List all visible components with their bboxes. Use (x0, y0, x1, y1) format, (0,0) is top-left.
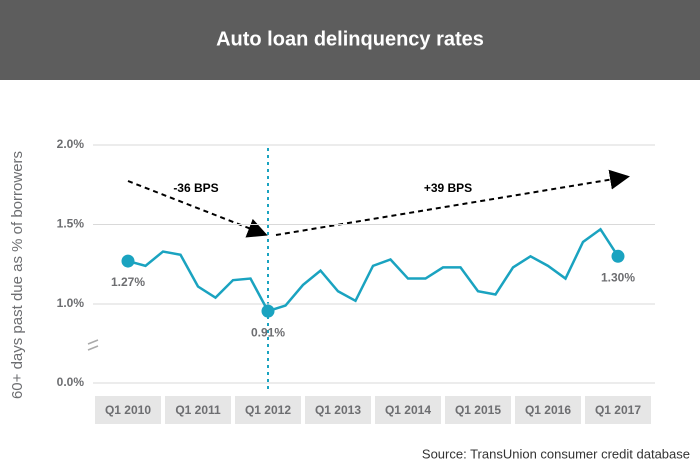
x-tick-label: Q1 2015 (455, 403, 501, 417)
chart-title: Auto loan delinquency rates (216, 28, 484, 50)
data-label: 0.91% (251, 325, 285, 339)
annotation: -36 BPS (173, 181, 218, 195)
x-tick-box (235, 396, 301, 424)
x-tick-box (585, 396, 651, 424)
x-tick-box (165, 396, 231, 424)
data-label: 1.27% (111, 275, 145, 289)
x-tick-box (95, 396, 161, 424)
x-tick-box (305, 396, 371, 424)
x-tick-box (515, 396, 581, 424)
x-tick-label: Q1 2012 (245, 403, 291, 417)
x-tick-box (445, 396, 511, 424)
x-tick-label: Q1 2011 (175, 403, 221, 417)
header (0, 0, 700, 80)
source: Source: TransUnion consumer credit datab… (422, 446, 690, 461)
point (121, 254, 135, 268)
annotation: +39 BPS (424, 181, 472, 195)
x-tick-label: Q1 2016 (525, 403, 571, 417)
y-tick-label: 1.0% (57, 296, 85, 310)
y-tick-label: 0.0% (57, 375, 85, 389)
x-tick-label: Q1 2014 (385, 403, 431, 417)
y-tick-label: 1.5% (57, 217, 85, 231)
arrow (127, 180, 268, 238)
x-tick-label: Q1 2017 (595, 403, 641, 417)
data-label: 1.30% (601, 270, 635, 284)
point (261, 304, 275, 318)
y-axis-label: 60+ days past due as % of borrowers (9, 151, 26, 399)
axis-break (87, 339, 99, 351)
point (611, 249, 625, 263)
x-tick-label: Q1 2013 (315, 403, 361, 417)
x-tick-label: Q1 2010 (105, 403, 151, 417)
y-tick-label: 2.0% (57, 137, 85, 151)
line (127, 227, 620, 313)
x-tick-box (375, 396, 441, 424)
